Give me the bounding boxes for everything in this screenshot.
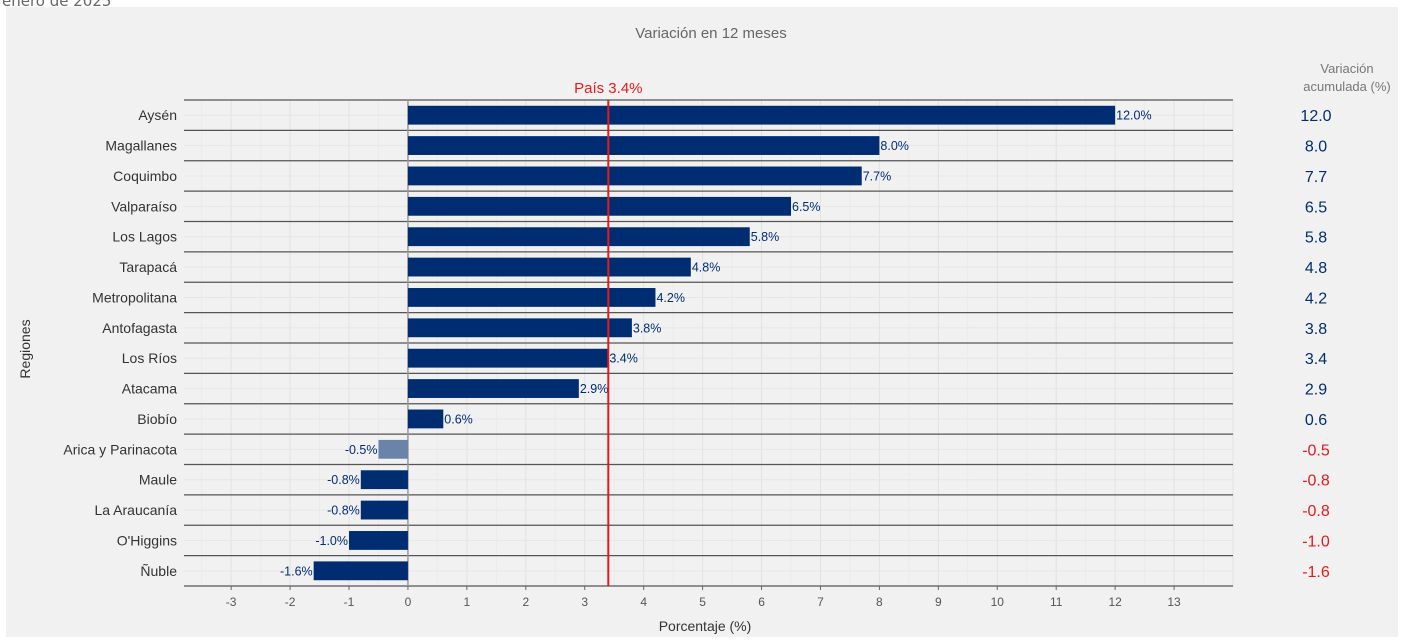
- right-column-value: 6.5: [1305, 199, 1327, 216]
- bar: [407, 409, 444, 429]
- category-label: La Araucanía: [94, 502, 177, 518]
- data-label: 7.7%: [863, 169, 892, 183]
- data-label: 3.8%: [633, 321, 662, 335]
- category-label: Antofagasta: [102, 320, 177, 336]
- right-column-value: 12.0: [1300, 108, 1331, 125]
- category-label: Los Ríos: [122, 350, 177, 366]
- x-tick-label: 6: [758, 595, 765, 609]
- x-tick-label: 8: [876, 595, 883, 609]
- right-column-value: 8.0: [1305, 139, 1327, 156]
- x-axis-title: Porcentaje (%): [659, 618, 752, 634]
- right-column-value: 0.6: [1305, 412, 1327, 429]
- right-column-value: -0.5: [1302, 442, 1330, 459]
- reference-line-label: País 3.4%: [574, 80, 642, 97]
- x-tick-label: 10: [991, 595, 1005, 609]
- bar: [407, 257, 691, 277]
- right-column-value: 5.8: [1305, 230, 1327, 247]
- bar: [407, 105, 1116, 125]
- data-label: 4.8%: [692, 261, 721, 275]
- category-label: Arica y Parinacota: [63, 441, 177, 457]
- x-tick-label: 9: [935, 595, 942, 609]
- data-label: -0.5%: [345, 443, 378, 457]
- bar: [407, 348, 609, 368]
- category-label: Maule: [139, 472, 177, 488]
- bar: [407, 196, 792, 216]
- x-tick-label: -2: [285, 595, 296, 609]
- right-column-value: 7.7: [1305, 169, 1327, 186]
- x-tick-label: -3: [226, 595, 237, 609]
- category-label: Aysén: [138, 107, 177, 123]
- bar: [349, 531, 408, 550]
- right-column-value: -0.8: [1302, 503, 1330, 520]
- x-tick-label: 7: [817, 595, 824, 609]
- bar: [360, 500, 408, 520]
- chart-title: Variación en 12 meses: [635, 25, 786, 42]
- bar: [407, 136, 880, 155]
- bar: [407, 227, 750, 247]
- category-label: Los Lagos: [112, 229, 177, 245]
- category-label: Atacama: [122, 381, 177, 397]
- data-label: 0.6%: [444, 412, 473, 426]
- data-label: 6.5%: [792, 200, 821, 214]
- bar: [407, 318, 632, 338]
- bar: [360, 470, 408, 490]
- bar: [407, 379, 579, 398]
- data-label: 3.4%: [609, 352, 638, 366]
- data-label: 5.8%: [751, 230, 780, 244]
- data-label: -0.8%: [327, 504, 360, 518]
- bar: [407, 288, 656, 307]
- x-tick-label: 4: [640, 595, 647, 609]
- x-tick-label: 5: [699, 595, 706, 609]
- right-column-value: 3.8: [1305, 321, 1327, 338]
- data-label: 8.0%: [880, 139, 909, 153]
- y-axis-title: Regiones: [17, 319, 33, 378]
- data-label: -1.6%: [280, 564, 313, 578]
- x-tick-label: 13: [1167, 595, 1181, 609]
- x-tick-label: 1: [464, 595, 471, 609]
- right-column-value: 3.4: [1305, 351, 1327, 368]
- category-label: Metropolitana: [92, 289, 177, 305]
- x-tick-label: 11: [1050, 595, 1063, 609]
- plot-area: 12.0% Aysén 12.0 8.0% Magallanes 8.0 7.7% Coqui…: [63, 80, 1331, 609]
- right-column-value: -0.8: [1302, 473, 1330, 490]
- right-column-value: 4.2: [1305, 290, 1327, 307]
- data-label: 12.0%: [1116, 109, 1151, 123]
- chart-caption: enero de 2025: [2, 0, 112, 10]
- chart-card: Variación en 12 meses Variación acumulad…: [6, 7, 1398, 637]
- right-column-header-line2: acumulada (%): [1303, 79, 1390, 94]
- bar: [378, 439, 408, 459]
- category-label: Biobío: [137, 411, 177, 427]
- right-column-value: 4.8: [1305, 260, 1327, 277]
- category-label: Magallanes: [105, 138, 177, 154]
- category-label: Ñuble: [140, 563, 177, 579]
- bar-chart: Variación en 12 meses Variación acumulad…: [17, 25, 1391, 634]
- x-tick-label: -1: [344, 595, 355, 609]
- x-tick-label: 2: [522, 595, 529, 609]
- data-label: -0.8%: [327, 473, 360, 487]
- right-column-value: -1.6: [1302, 564, 1330, 581]
- bar: [313, 561, 408, 581]
- x-tick-label: 3: [581, 595, 588, 609]
- category-label: Coquimbo: [113, 168, 177, 184]
- bar: [407, 166, 862, 186]
- data-label: -1.0%: [315, 534, 348, 548]
- category-label: Valparaíso: [111, 198, 177, 214]
- data-label: 2.9%: [580, 382, 609, 396]
- category-label: Tarapacá: [119, 259, 177, 275]
- x-tick-label: 12: [1108, 595, 1122, 609]
- data-label: 4.2%: [656, 291, 685, 305]
- right-column-value: 2.9: [1305, 382, 1327, 399]
- category-label: O'Higgins: [117, 532, 177, 548]
- right-column-value: -1.0: [1302, 533, 1330, 550]
- right-column-header-line1: Variación: [1320, 61, 1373, 76]
- x-tick-label: 0: [405, 595, 412, 609]
